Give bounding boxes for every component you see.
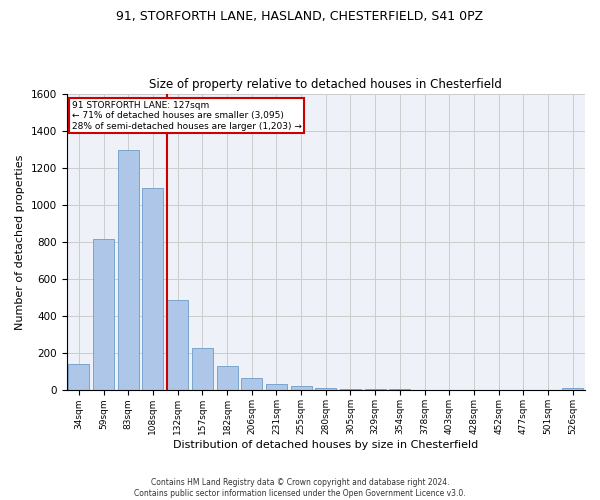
Bar — [118, 150, 139, 390]
Bar — [217, 366, 238, 390]
Bar — [562, 388, 583, 390]
Bar — [68, 364, 89, 390]
Bar — [315, 388, 336, 390]
Bar — [192, 348, 213, 391]
Bar — [241, 378, 262, 390]
Bar — [340, 388, 361, 390]
Bar — [266, 384, 287, 390]
Bar — [142, 188, 163, 390]
X-axis label: Distribution of detached houses by size in Chesterfield: Distribution of detached houses by size … — [173, 440, 478, 450]
Text: 91 STORFORTH LANE: 127sqm
← 71% of detached houses are smaller (3,095)
28% of se: 91 STORFORTH LANE: 127sqm ← 71% of detac… — [72, 101, 302, 131]
Text: Contains HM Land Registry data © Crown copyright and database right 2024.
Contai: Contains HM Land Registry data © Crown c… — [134, 478, 466, 498]
Title: Size of property relative to detached houses in Chesterfield: Size of property relative to detached ho… — [149, 78, 502, 91]
Bar — [290, 386, 311, 390]
Bar — [167, 300, 188, 390]
Text: 91, STORFORTH LANE, HASLAND, CHESTERFIELD, S41 0PZ: 91, STORFORTH LANE, HASLAND, CHESTERFIEL… — [116, 10, 484, 23]
Bar — [365, 388, 386, 390]
Y-axis label: Number of detached properties: Number of detached properties — [15, 154, 25, 330]
Bar — [93, 239, 114, 390]
Bar — [389, 388, 410, 390]
